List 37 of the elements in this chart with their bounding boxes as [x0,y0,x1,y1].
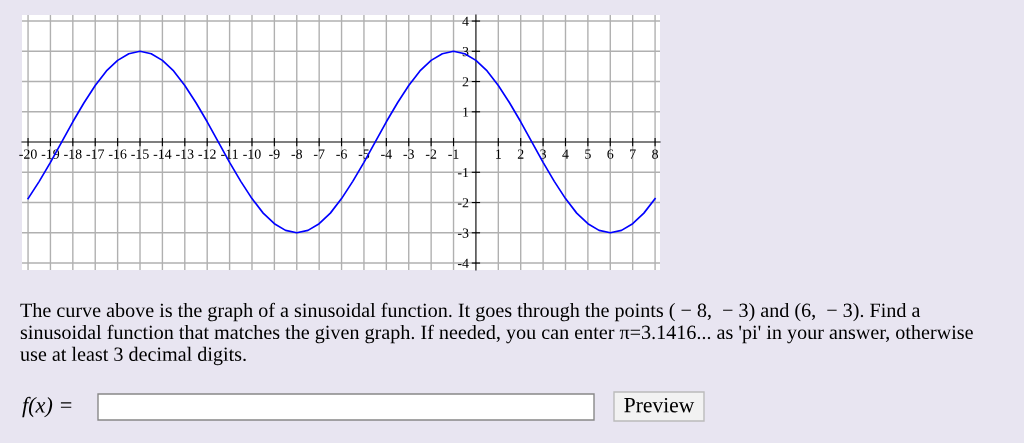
x-tick-label: 6 [607,149,614,159]
text: f(x) = [22,396,72,418]
x-tick-label: -4 [381,149,392,159]
x-tick-label: 2 [517,149,524,159]
x-tick-label: -17 [86,149,105,159]
x-tick-label: -1 [448,149,459,159]
x-tick-label: -10 [243,149,261,159]
y-tick-label: 1 [463,107,469,117]
y-tick-label: -3 [457,228,469,238]
x-tick-label: -14 [153,149,172,159]
x-tick-label: 4 [562,149,569,159]
x-tick-label: -3 [403,149,414,159]
x-tick-label: -5 [358,149,370,159]
y-tick-label: -1 [457,167,469,178]
x-tick-label: -18 [64,149,82,159]
x-tick-label: -12 [198,149,216,159]
y-tick-label: 4 [462,16,469,26]
x-tick-label: -13 [176,149,194,159]
x-tick-label: -16 [108,149,127,159]
x-tick-label: 1 [496,149,501,159]
x-tick-label: 5 [585,149,591,159]
x-tick-label: 7 [630,149,636,159]
text: sinusoidal function that matches the given graph. If needed, you can enter π=3.1416... as 'pi' in your answer, otherwise [20,324,973,344]
y-tick-label: 2 [462,77,469,87]
x-tick-label: -20 [19,149,37,159]
x-tick-label: 8 [652,149,659,159]
x-tick-label: -9 [269,149,280,159]
x-tick-label: -15 [131,149,149,159]
x-tick-label: -2 [425,149,437,159]
y-tick-label: -4 [457,258,469,268]
x-tick-label: -7 [313,149,325,159]
text: use at least 3 decimal digits. [20,346,246,366]
y-tick-label: -2 [457,198,469,208]
text: The curve above is the graph of a sinusoidal function. It goes through the points ( − 8, − 3) and (6, − 3). Find a [20,302,921,322]
text: Preview [624,397,695,413]
x-tick-label: -6 [336,149,347,159]
x-tick-label: -8 [291,149,303,159]
